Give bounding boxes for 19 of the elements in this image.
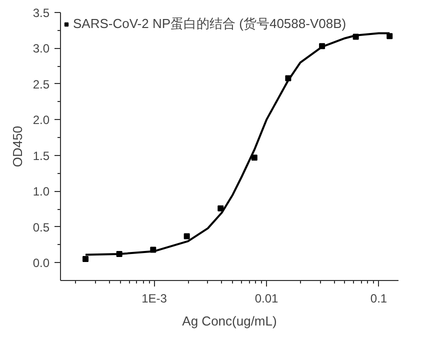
y-tick-label: 0.0	[32, 256, 50, 270]
point	[251, 154, 258, 161]
point	[218, 205, 224, 212]
x-tick-label: 0.01	[254, 292, 279, 306]
y-tick-label: 2.0	[32, 113, 50, 128]
point	[386, 33, 393, 40]
point	[184, 233, 190, 240]
y-tick-label: 1.5	[32, 148, 50, 163]
y-tick-label: 1.0	[32, 184, 50, 199]
y-axis-title: OD450	[10, 126, 25, 168]
x-tick-label: 0.1	[370, 292, 388, 306]
y-tick-label: 0.5	[32, 220, 50, 234]
legend-label: SARS-CoV-2 NP蛋白的结合 (货号40588-V08B)	[73, 15, 346, 33]
x-axis-title: Ag Conc(ug/mL)	[182, 314, 277, 328]
y-tick-label: 3.0	[32, 42, 50, 56]
point	[82, 256, 89, 262]
x-tick-label: 1E-3	[142, 292, 168, 306]
y-tick-label: 3.5	[32, 6, 50, 20]
y-tick-label: 2.5	[32, 77, 50, 92]
